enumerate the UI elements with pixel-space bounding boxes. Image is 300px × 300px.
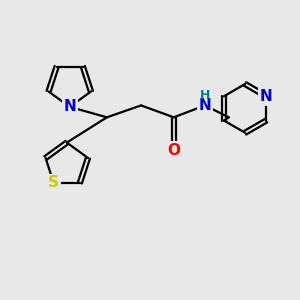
Text: S: S — [48, 176, 59, 190]
Text: O: O — [167, 142, 180, 158]
Text: H: H — [200, 88, 210, 101]
Text: N: N — [260, 89, 273, 104]
Text: N: N — [63, 99, 76, 114]
Text: N: N — [199, 98, 212, 113]
